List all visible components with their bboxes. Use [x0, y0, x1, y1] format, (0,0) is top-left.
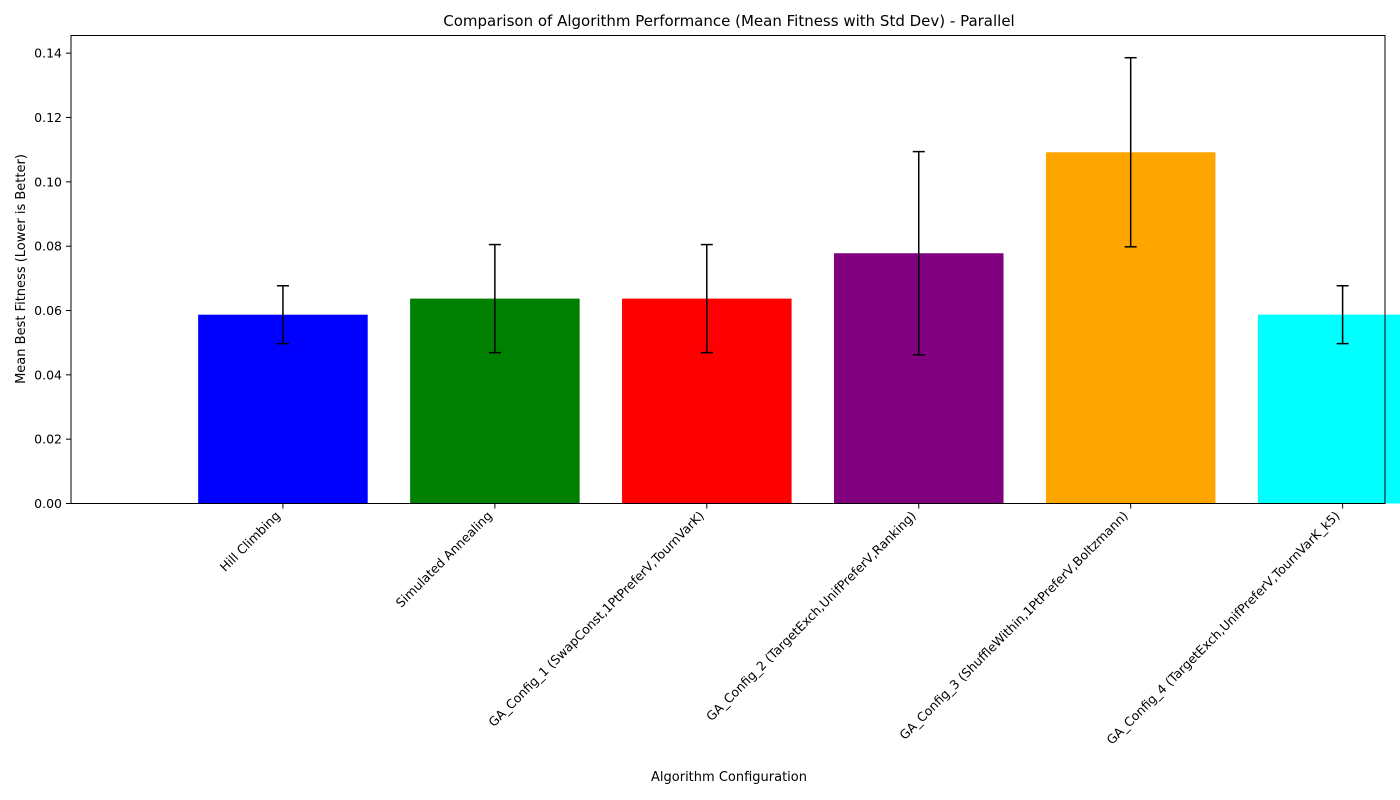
x-tick-label: Simulated Annealing [393, 508, 495, 610]
x-tick-label: GA_Config_2 (TargetExch,UnifPreferV,Rank… [703, 508, 919, 724]
y-tick-label: 0.08 [34, 239, 62, 254]
x-tick-label: Hill Climbing [217, 508, 283, 574]
x-axis: Hill Climbing Simulated AnnealingGA_Confi… [217, 503, 1344, 747]
x-tick-label: GA_Config_4 (TargetExch,UnifPreferV,Tour… [1103, 508, 1342, 747]
error-bars-layer [276, 56, 1349, 356]
x-tick-label: GA_Config_1 (SwapConst,1PtPreferV,TournV… [485, 508, 707, 730]
x-tick-label: GA_Config_3 (ShuffleWithin,1PtPreferV,Bo… [896, 508, 1131, 743]
error-bar-2 [488, 243, 501, 354]
y-tick-label: 0.06 [34, 303, 62, 318]
error-bar-5 [1124, 56, 1137, 248]
x-axis-label: Algorithm Configuration [651, 770, 807, 785]
bar-6 [1257, 314, 1400, 504]
y-tick-label: 0.02 [34, 432, 62, 447]
error-bar-1 [276, 284, 289, 345]
y-tick-label: 0.04 [34, 367, 62, 382]
y-tick-label: 0.14 [34, 46, 62, 61]
y-tick-label: 0.10 [34, 174, 62, 189]
chart-title: Comparison of Algorithm Performance (Mea… [443, 12, 1014, 30]
plot-frame [70, 35, 1386, 504]
bar-1 [198, 314, 368, 504]
y-axis: 0.00 0.02 0.04 0.06 0.08 0.10 0.12 0.14 [34, 46, 71, 511]
error-bar-3 [700, 243, 713, 354]
error-bar-4 [912, 150, 925, 356]
bars-layer [198, 152, 1400, 504]
y-axis-label: Mean Best Fitness (Lower is Better) [14, 154, 29, 384]
y-tick-label: 0.12 [34, 110, 62, 125]
error-bar-6 [1336, 284, 1349, 345]
y-tick-label: 0.00 [34, 496, 62, 511]
